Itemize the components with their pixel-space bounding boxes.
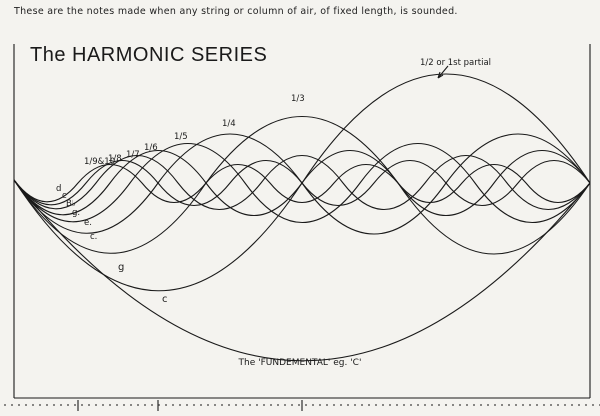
note-b-flat: B♭ (66, 199, 76, 209)
partial-third (13, 116, 591, 255)
partial-eighth (13, 160, 591, 206)
partial-fifth (13, 143, 591, 223)
note-g-dot: g. (72, 208, 81, 218)
label-quarter: 1/4 (222, 119, 236, 129)
note-c-high: c (62, 191, 67, 201)
first-partial-arrow (437, 65, 449, 79)
note-g: g (118, 262, 125, 273)
label-sixth: 1/6 (144, 143, 158, 153)
partial-seventh (13, 155, 591, 210)
label-seventh: 1/7 (126, 150, 140, 160)
note-d: d (56, 184, 62, 194)
note-c-dot: c. (90, 232, 98, 242)
label-eighth: 1/8 (108, 154, 122, 164)
caption-text: These are the notes made when any string… (14, 6, 458, 17)
label-fifth: 1/5 (174, 132, 188, 142)
note-e-dot: e. (84, 218, 92, 228)
first-partial-label: 1/2 or 1st partial (420, 58, 492, 68)
label-ninth-tenth: 1/9&10 (84, 157, 116, 167)
partial-quarter (13, 133, 591, 235)
partial-half-lower (13, 179, 303, 292)
fundamental-curve (13, 179, 591, 362)
partial-ninth (13, 163, 591, 204)
fundamental-label: The 'FUNDEMENTAL' eg. 'C' (238, 358, 362, 368)
diagram-title: The HARMONIC SERIES (30, 44, 268, 66)
note-c-fundamental-half: c (162, 294, 168, 305)
label-third: 1/3 (291, 94, 305, 104)
partial-half-upper (301, 73, 591, 184)
